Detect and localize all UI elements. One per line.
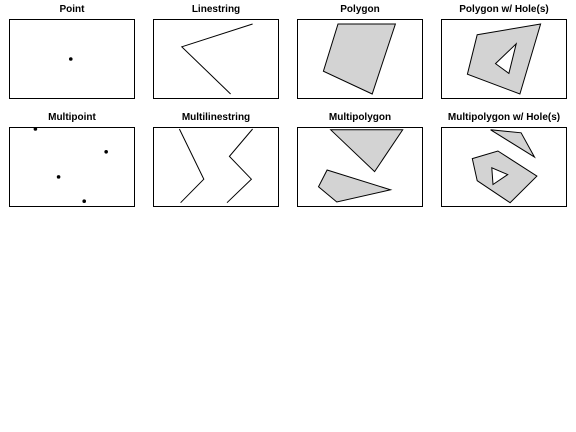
panel-title: Linestring <box>191 4 241 15</box>
plot-area <box>297 127 423 207</box>
polygon-shape <box>490 129 536 159</box>
panel-title: Polygon <box>340 4 380 15</box>
polygon-shape <box>329 129 404 173</box>
panel-title: Point <box>59 4 85 15</box>
panel-linestring: Linestring <box>153 0 279 102</box>
point-marker <box>104 150 108 154</box>
panel-title: Multipolygon <box>328 112 392 123</box>
polygon-with-hole <box>471 150 538 204</box>
plot-area <box>441 127 567 207</box>
plot-area <box>153 19 279 99</box>
panel-polygon-w-hole-s: Polygon w/ Hole(s) <box>441 0 567 102</box>
plot-area <box>9 127 135 207</box>
plot-area <box>297 19 423 99</box>
plot-frame <box>153 127 279 207</box>
point-marker <box>56 175 61 179</box>
panel-title: Multipoint <box>48 112 96 123</box>
point-marker <box>68 57 73 61</box>
panel-multipoint: Multipoint <box>9 108 135 210</box>
plot-frame <box>153 19 279 99</box>
polygon-shape <box>317 169 393 203</box>
line-segment <box>180 23 253 95</box>
point-marker <box>82 199 86 203</box>
line-segment <box>178 128 205 204</box>
polygon-with-hole <box>466 23 542 95</box>
panel-point: Point <box>9 0 135 102</box>
panel-title: Multilinestring <box>181 112 251 123</box>
plot-frame <box>9 127 135 207</box>
panel-multipolygon-w-hole-s: Multipolygon w/ Hole(s) <box>441 108 567 210</box>
panel-polygon: Polygon <box>297 0 423 102</box>
point-marker <box>33 127 38 131</box>
panel-multilinestring: Multilinestring <box>153 108 279 210</box>
polygon-shape <box>322 23 397 95</box>
panel-title: Multipolygon w/ Hole(s) <box>447 112 561 123</box>
plot-area <box>153 127 279 207</box>
line-segment <box>226 128 253 204</box>
panel-title: Polygon w/ Hole(s) <box>459 4 549 15</box>
plot-area <box>441 19 567 99</box>
plot-area <box>9 19 135 99</box>
panel-multipolygon: Multipolygon <box>297 108 423 210</box>
